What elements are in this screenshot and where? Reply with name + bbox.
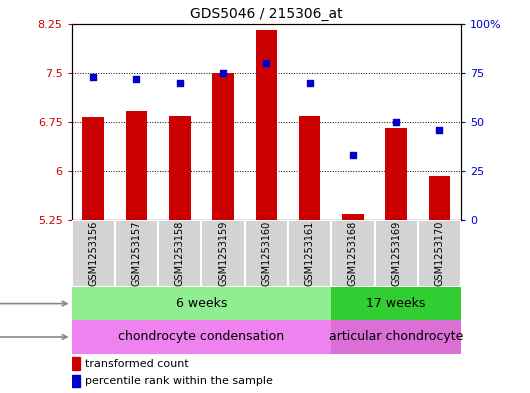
Text: development stage: development stage [0,297,67,310]
Bar [342,213,364,220]
Bar [72,287,331,320]
Text: chondrocyte condensation: chondrocyte condensation [118,331,285,343]
Point [349,152,357,158]
Point [89,73,98,80]
Text: GSM1253158: GSM1253158 [175,221,185,286]
Point [392,119,401,125]
Bar [385,129,407,220]
Text: GSM1253161: GSM1253161 [305,221,315,286]
Bar [201,220,245,287]
Point [262,60,270,66]
Bar [115,220,158,287]
Point [435,127,444,133]
Bar [245,220,288,287]
Text: percentile rank within the sample: percentile rank within the sample [85,376,273,386]
Bar [331,320,461,354]
Text: GSM1253159: GSM1253159 [218,221,228,286]
Bar [331,287,461,320]
Point [132,75,141,82]
Point [305,79,314,86]
Bar [418,220,461,287]
Bar [255,30,277,220]
Bar [429,176,450,220]
Bar [72,220,115,287]
Text: 17 weeks: 17 weeks [366,297,426,310]
Point [219,70,227,76]
Bar [82,117,104,220]
Bar [288,220,331,287]
Bar [72,375,80,387]
Text: GSM1253168: GSM1253168 [348,221,358,286]
Bar [375,220,418,287]
Text: GSM1253160: GSM1253160 [261,221,271,286]
Text: articular chondrocyte: articular chondrocyte [329,331,463,343]
Text: GSM1253170: GSM1253170 [435,221,445,286]
Bar [331,220,375,287]
Bar [72,320,331,354]
Bar [126,111,147,220]
Text: GSM1253169: GSM1253169 [391,221,401,286]
Bar [299,116,321,220]
Text: GSM1253157: GSM1253157 [131,221,142,286]
Bar [212,73,234,220]
Bar [169,116,191,220]
Text: cell type: cell type [0,331,67,343]
Bar [72,357,80,369]
Text: 6 weeks: 6 weeks [176,297,227,310]
Text: transformed count: transformed count [85,358,189,369]
Title: GDS5046 / 215306_at: GDS5046 / 215306_at [190,7,342,21]
Text: GSM1253156: GSM1253156 [88,221,98,286]
Bar [158,220,201,287]
Point [175,79,184,86]
